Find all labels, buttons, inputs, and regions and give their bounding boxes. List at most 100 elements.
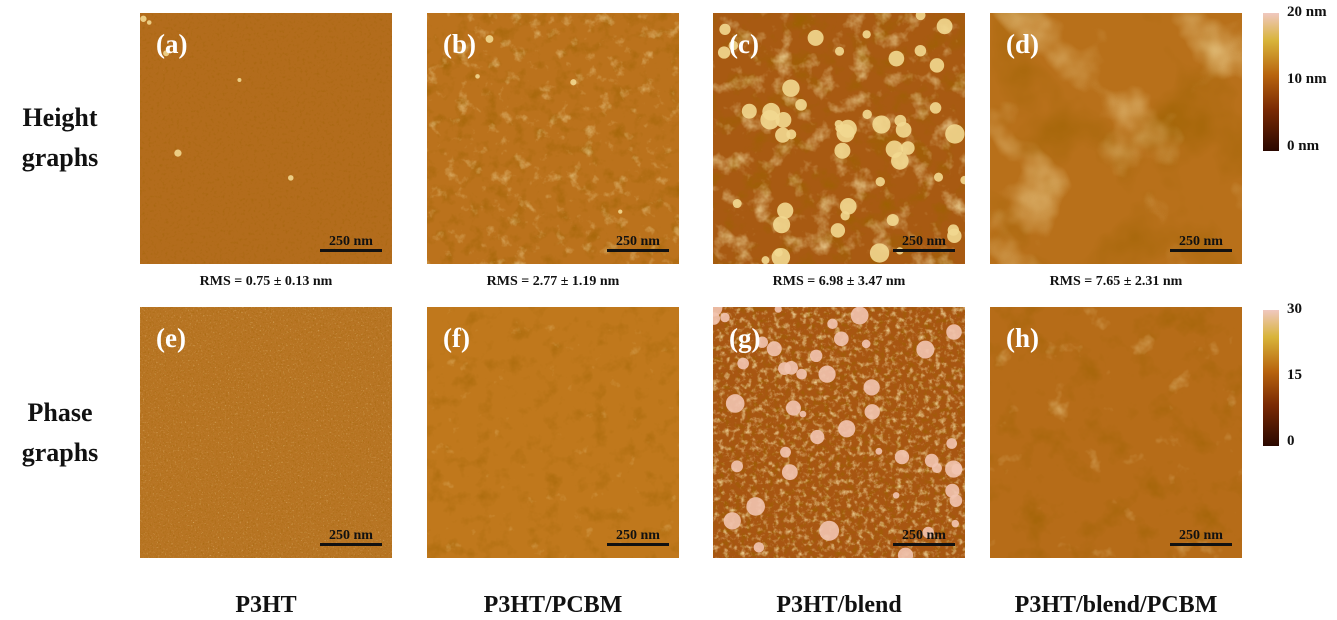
grain — [726, 394, 745, 413]
panel-label: (d) — [1006, 29, 1039, 59]
scale-bar — [893, 543, 955, 546]
grain — [237, 78, 241, 82]
grain — [775, 128, 790, 143]
grain — [945, 124, 964, 143]
colorbar — [1263, 13, 1279, 151]
grain — [895, 115, 907, 127]
colorbar-gradient — [1263, 13, 1279, 151]
afm-image: (b)250 nm — [427, 13, 679, 264]
scale-bar — [320, 543, 382, 546]
colorbar-tick-label: 0 nm — [1287, 138, 1319, 155]
grain — [952, 464, 963, 475]
grain — [862, 340, 871, 349]
panel-label: (g) — [729, 323, 760, 353]
grain — [834, 332, 849, 347]
grain — [930, 58, 944, 72]
rms-value: RMS = 7.65 ± 2.31 nm — [990, 274, 1242, 290]
colorbar-tick-label: 15 — [1287, 367, 1302, 384]
column-label: P3HT/PCBM — [403, 592, 703, 619]
grain — [864, 379, 880, 395]
panel-label: (e) — [156, 323, 186, 353]
panel-label: (a) — [156, 29, 187, 59]
grain — [865, 404, 880, 419]
grain — [875, 448, 882, 455]
grain — [782, 464, 798, 480]
grain — [777, 203, 793, 219]
row-label: Phase graphs — [5, 393, 115, 473]
grain — [946, 324, 962, 340]
scale-bar-label: 250 nm — [616, 234, 660, 249]
grain — [851, 307, 869, 324]
grain — [486, 35, 494, 43]
panel-label: (c) — [729, 29, 759, 59]
grain — [932, 463, 942, 473]
grain — [887, 214, 899, 226]
grain — [895, 450, 909, 464]
grain — [827, 319, 837, 329]
scale-bar-label: 250 nm — [616, 528, 660, 543]
colorbar — [1263, 310, 1279, 446]
grain — [796, 369, 807, 380]
afm-image: (g)250 nm — [713, 307, 965, 558]
rms-value: RMS = 6.98 ± 3.47 nm — [713, 274, 965, 290]
colorbar-tick-label: 30 — [1287, 301, 1302, 318]
column-label: P3HT/blend/PCBM — [966, 592, 1266, 619]
grain — [782, 79, 799, 96]
grain — [915, 45, 927, 57]
colorbar-tick-label: 20 nm — [1287, 4, 1327, 21]
grain — [800, 411, 807, 418]
grain — [876, 177, 885, 186]
grain — [937, 18, 953, 34]
grain — [720, 313, 730, 323]
grain — [737, 358, 749, 370]
column-label: P3HT/blend — [689, 592, 989, 619]
grain — [780, 447, 791, 458]
scale-bar — [893, 249, 955, 252]
grain — [570, 79, 576, 85]
grain — [147, 20, 152, 25]
grain — [835, 47, 844, 56]
grain — [916, 341, 934, 359]
scale-bar — [1170, 249, 1232, 252]
column-label: P3HT — [116, 592, 416, 619]
grain — [952, 520, 959, 527]
rms-value: RMS = 2.77 ± 1.19 nm — [427, 274, 679, 290]
scale-bar — [320, 249, 382, 252]
grain — [946, 438, 957, 449]
grain — [834, 143, 850, 159]
afm-image: (a) 250 nm — [140, 13, 392, 264]
grain — [831, 223, 845, 237]
grain — [288, 175, 294, 181]
grain — [773, 216, 790, 233]
grain — [810, 350, 822, 362]
grain — [808, 30, 824, 46]
grain — [733, 199, 742, 208]
grain — [618, 209, 622, 213]
scale-bar-label: 250 nm — [1179, 528, 1223, 543]
grain — [819, 521, 839, 541]
grain — [795, 99, 807, 111]
grain — [754, 542, 764, 552]
grain — [810, 430, 824, 444]
scale-bar-label: 250 nm — [329, 234, 373, 249]
scale-bar-label: 250 nm — [902, 234, 946, 249]
grain — [950, 494, 963, 507]
grain — [872, 115, 890, 133]
grain — [901, 141, 915, 155]
grain — [174, 150, 181, 157]
afm-image: (e) 250 nm — [140, 307, 392, 558]
colorbar-tick-label: 0 — [1287, 433, 1295, 450]
figure: (() => { const data = JSON.parse(documen… — [0, 0, 1337, 620]
grain — [778, 362, 791, 375]
afm-image: (h)250 nm — [990, 307, 1242, 558]
scale-bar — [1170, 543, 1232, 546]
grain — [930, 102, 941, 113]
grain — [862, 30, 870, 38]
grain — [886, 141, 903, 158]
grain — [889, 51, 905, 67]
grain — [774, 248, 782, 256]
panel-label: (f) — [443, 323, 470, 353]
grain — [767, 341, 782, 356]
grain — [140, 16, 146, 22]
scale-bar-label: 250 nm — [329, 528, 373, 543]
